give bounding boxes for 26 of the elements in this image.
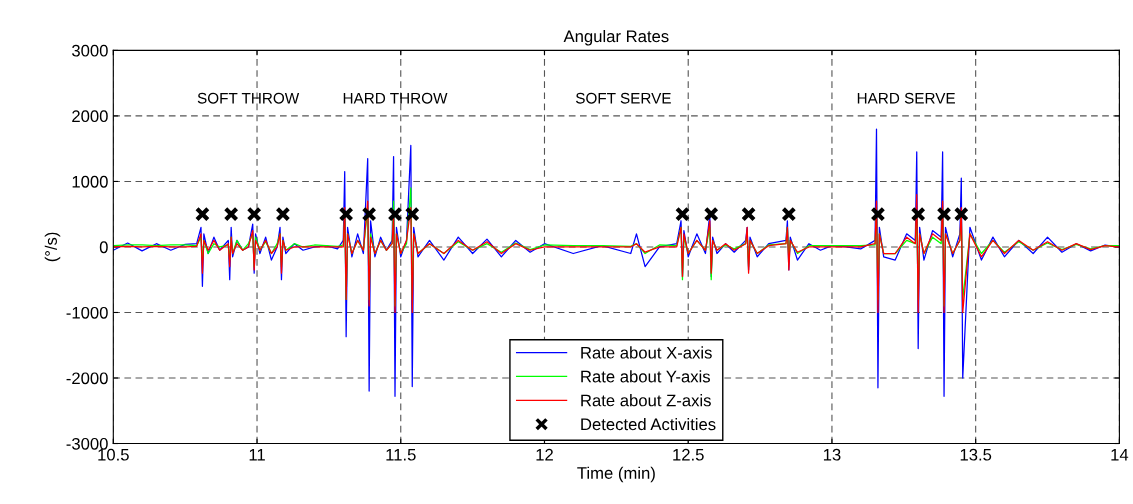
- y-tick-label: -1000: [66, 306, 108, 319]
- annotation: SOFT SERVE: [575, 92, 671, 104]
- annotation: HARD THROW: [343, 92, 448, 104]
- y-tick-label: 3000: [72, 44, 108, 57]
- x-tick-label: 11: [249, 448, 265, 461]
- y-axis-title: (°/s): [44, 232, 61, 262]
- y-tick-label: -3000: [66, 437, 108, 450]
- annotation: HARD SERVE: [857, 92, 955, 104]
- legend-label: Rate about Y-axis: [581, 370, 710, 383]
- annotation: SOFT THROW: [197, 92, 300, 104]
- legend-label: Detected Activities: [581, 417, 716, 431]
- x-tick-label: 11.5: [386, 448, 416, 461]
- x-tick-label: 10.5: [98, 448, 129, 461]
- x-tick-label: 12.5: [673, 448, 704, 461]
- y-tick-label: 1000: [72, 175, 108, 188]
- x-axis-title: Time (min): [577, 466, 655, 483]
- legend-label: Rate about X-axis: [581, 346, 712, 359]
- chart-title: Angular Rates: [563, 29, 669, 46]
- x-tick-label: 13: [823, 448, 841, 461]
- x-tick-label: 13.5: [960, 448, 992, 461]
- x-tick-label: 12: [536, 448, 553, 461]
- y-tick-label: -2000: [66, 372, 108, 385]
- x-tick-label: 14: [1111, 448, 1129, 461]
- y-tick-label: 0: [99, 241, 108, 254]
- y-tick-label: 2000: [72, 110, 108, 123]
- legend-label: Rate about Z-axis: [581, 394, 711, 407]
